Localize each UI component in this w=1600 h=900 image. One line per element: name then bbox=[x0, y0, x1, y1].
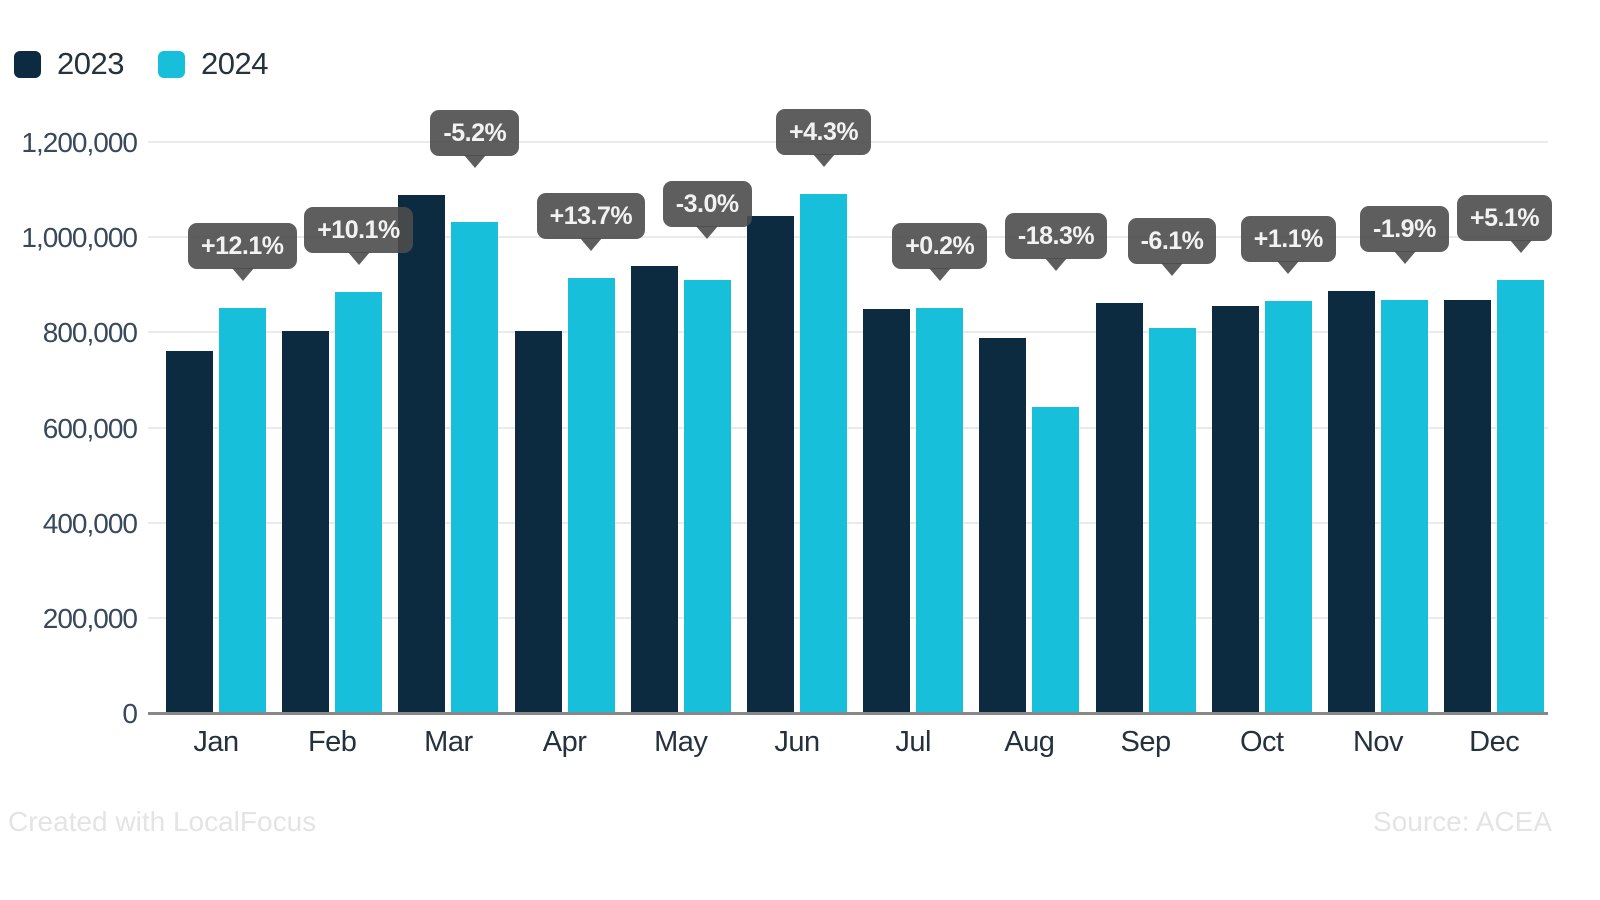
x-axis-line bbox=[148, 712, 1548, 715]
change-tooltip-mar: -5.2% bbox=[430, 110, 520, 169]
bar-2023-jun[interactable] bbox=[747, 215, 794, 713]
legend-swatch-2023 bbox=[14, 50, 41, 78]
tooltip-pointer bbox=[580, 238, 603, 252]
change-tooltip-oct: +1.1% bbox=[1240, 215, 1336, 274]
change-tooltip-feb: +10.1% bbox=[304, 207, 413, 266]
x-axis-label-oct: Oct bbox=[1239, 726, 1284, 758]
change-tooltip-label: -5.2% bbox=[443, 119, 507, 148]
bar-2024-jan[interactable] bbox=[219, 307, 266, 713]
tooltip-pointer bbox=[347, 252, 370, 266]
footer-source: Source: ACEA bbox=[1373, 806, 1552, 837]
gridline bbox=[148, 236, 1548, 239]
x-axis-label-feb: Feb bbox=[307, 726, 357, 758]
gridline bbox=[148, 331, 1548, 334]
y-axis-tick-label: 1,200,000 bbox=[21, 127, 138, 158]
change-tooltip-label: +0.2% bbox=[905, 231, 975, 260]
bar-2023-oct[interactable] bbox=[1211, 305, 1259, 713]
bar-2024-jun[interactable] bbox=[800, 194, 847, 713]
gridline bbox=[148, 426, 1548, 429]
change-tooltip-label: -18.3% bbox=[1017, 222, 1095, 251]
y-axis-tick-label: 200,000 bbox=[42, 602, 138, 634]
bar-2023-mar[interactable] bbox=[398, 195, 446, 713]
tooltip-pointer bbox=[696, 226, 719, 240]
change-tooltip-nov: -1.9% bbox=[1360, 206, 1449, 265]
x-axis-label-aug: Aug bbox=[1004, 726, 1055, 758]
legend-item-2024: 2024 bbox=[157, 46, 268, 82]
change-tooltip-aug: -18.3% bbox=[1004, 213, 1108, 272]
change-tooltip-apr: +13.7% bbox=[536, 193, 646, 252]
bar-2024-dec[interactable] bbox=[1497, 279, 1545, 713]
change-tooltip-jan: +12.1% bbox=[188, 222, 297, 281]
y-axis-tick-label: 400,000 bbox=[42, 507, 138, 539]
x-axis-label-jul: Jul bbox=[895, 726, 931, 758]
x-axis-label-dec: Dec bbox=[1469, 726, 1520, 758]
tooltip-pointer bbox=[231, 267, 254, 281]
bar-2023-nov[interactable] bbox=[1328, 291, 1375, 713]
x-axis-label-may: May bbox=[654, 726, 708, 758]
bar-2023-feb[interactable] bbox=[282, 330, 330, 713]
change-tooltip-label: -6.1% bbox=[1140, 227, 1204, 256]
change-tooltip-label: +12.1% bbox=[201, 231, 284, 260]
change-tooltip-sep: -6.1% bbox=[1127, 218, 1217, 277]
y-axis-tick-label: 0 bbox=[122, 698, 138, 729]
bar-2024-mar[interactable] bbox=[451, 221, 499, 713]
bar-2024-feb[interactable] bbox=[335, 292, 383, 713]
x-axis-label-sep: Sep bbox=[1120, 726, 1172, 758]
tooltip-pointer bbox=[812, 154, 835, 168]
bar-2024-oct[interactable] bbox=[1264, 300, 1312, 713]
x-axis-label-nov: Nov bbox=[1352, 726, 1404, 758]
change-tooltip-label: -1.9% bbox=[1373, 215, 1436, 244]
x-axis-label-mar: Mar bbox=[424, 726, 473, 758]
tooltip-pointer bbox=[928, 267, 951, 281]
y-axis-tick-label: 800,000 bbox=[42, 317, 138, 349]
bar-2023-sep[interactable] bbox=[1095, 303, 1143, 713]
bar-2023-aug[interactable] bbox=[979, 338, 1027, 713]
bar-2024-jul[interactable] bbox=[916, 307, 964, 713]
bar-2024-may[interactable] bbox=[683, 279, 731, 713]
tooltip-pointer bbox=[1393, 251, 1416, 265]
change-tooltip-label: +1.1% bbox=[1253, 224, 1324, 253]
tooltip-pointer bbox=[1161, 263, 1184, 277]
gridline bbox=[148, 521, 1548, 524]
tooltip-pointer bbox=[463, 155, 486, 169]
bar-2024-aug[interactable] bbox=[1032, 406, 1080, 713]
y-axis-tick-label: 1,000,000 bbox=[21, 222, 138, 254]
bar-2024-nov[interactable] bbox=[1381, 299, 1428, 713]
footer-credit: Created with LocalFocus bbox=[8, 806, 317, 837]
bar-2024-sep[interactable] bbox=[1148, 328, 1196, 713]
change-tooltip-label: +13.7% bbox=[549, 202, 633, 231]
legend: 2023 2024 bbox=[14, 46, 268, 82]
tooltip-pointer bbox=[1509, 239, 1532, 253]
change-tooltip-label: +10.1% bbox=[317, 216, 400, 245]
tooltip-pointer bbox=[1044, 258, 1067, 272]
change-tooltip-jul: +0.2% bbox=[892, 222, 988, 281]
change-tooltip-may: -3.0% bbox=[662, 181, 752, 240]
change-tooltip-dec: +5.1% bbox=[1457, 194, 1553, 253]
bar-2023-dec[interactable] bbox=[1444, 300, 1492, 713]
bar-2023-jul[interactable] bbox=[863, 308, 911, 713]
change-tooltip-label: +5.1% bbox=[1470, 203, 1540, 232]
legend-label-2023: 2023 bbox=[57, 46, 124, 81]
bar-2023-apr[interactable] bbox=[514, 330, 562, 713]
legend-item-2023: 2023 bbox=[14, 46, 124, 82]
gridline bbox=[148, 616, 1548, 619]
bar-2023-jan[interactable] bbox=[166, 351, 213, 713]
x-axis-label-jan: Jan bbox=[193, 726, 239, 758]
x-axis-label-jun: Jun bbox=[774, 726, 820, 758]
tooltip-pointer bbox=[1277, 260, 1300, 274]
x-axis-label-apr: Apr bbox=[542, 726, 587, 758]
bar-2024-apr[interactable] bbox=[567, 278, 615, 713]
change-tooltip-label: -3.0% bbox=[675, 190, 739, 219]
legend-swatch-2024 bbox=[157, 50, 185, 78]
change-tooltip-jun: +4.3% bbox=[776, 109, 872, 168]
bar-2023-may[interactable] bbox=[630, 266, 678, 713]
change-tooltip-label: +4.3% bbox=[789, 118, 859, 147]
y-axis-tick-label: 600,000 bbox=[42, 412, 138, 444]
legend-label-2024: 2024 bbox=[200, 46, 268, 81]
